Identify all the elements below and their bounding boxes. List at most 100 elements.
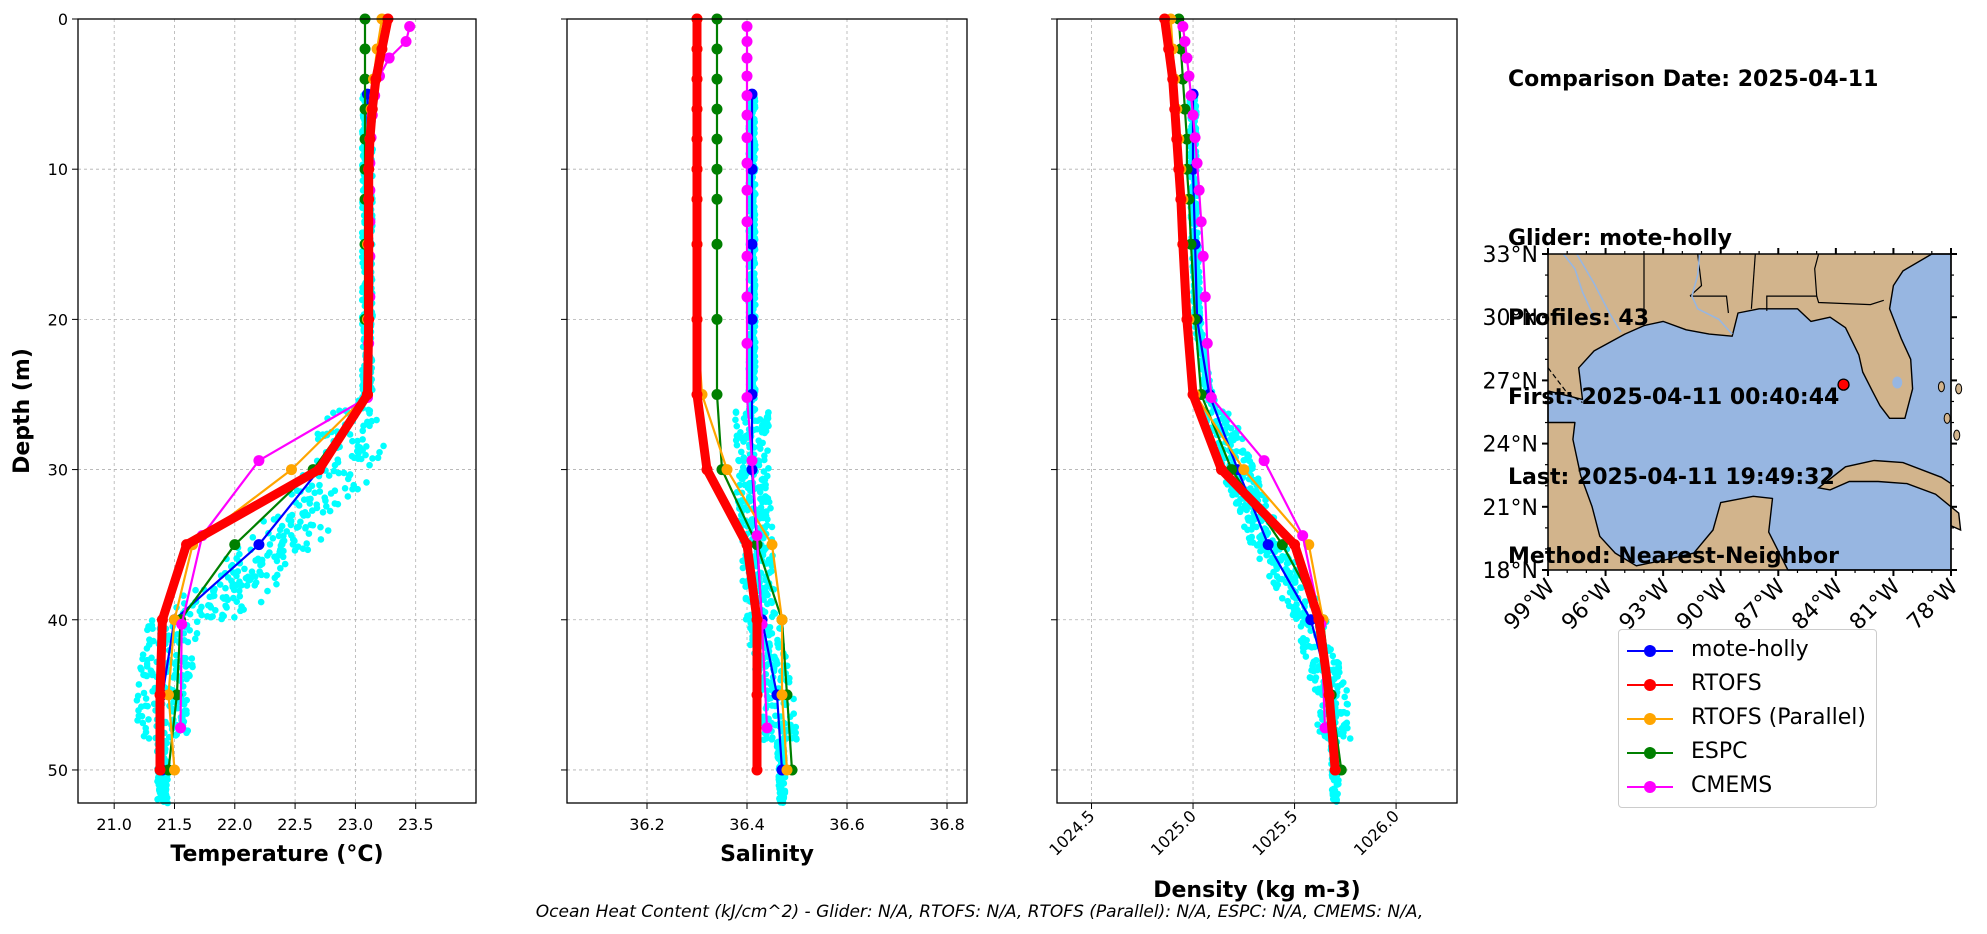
lat-label: 30°N xyxy=(1483,306,1538,331)
scatter-point xyxy=(193,630,201,637)
scatter-point xyxy=(257,561,264,569)
river xyxy=(1691,253,1733,335)
scatter-point xyxy=(739,564,747,572)
state-border xyxy=(1750,253,1756,309)
series-line-espc xyxy=(167,19,369,771)
scatter-point xyxy=(1341,720,1349,728)
scatter-point xyxy=(772,712,779,720)
data-point-rtofs xyxy=(691,238,703,250)
scatter-point xyxy=(180,700,188,708)
scatter-point xyxy=(1334,683,1341,690)
data-point-rtofs_parallel xyxy=(1238,464,1250,476)
data-point-cmems xyxy=(741,337,753,349)
data-point-cmems xyxy=(741,391,753,403)
data-point-cmems xyxy=(1195,216,1207,228)
scatter-point xyxy=(135,681,143,688)
data-point-cmems xyxy=(741,184,753,196)
scatter-point xyxy=(739,464,747,471)
data-point-rtofs xyxy=(1173,163,1185,175)
scatter-point xyxy=(354,437,361,445)
data-point-cmems xyxy=(383,52,395,64)
scatter-point xyxy=(149,687,156,695)
data-point-rtofs xyxy=(1323,689,1335,701)
scatter-point xyxy=(751,344,759,352)
scatter-point xyxy=(769,734,776,741)
scatter-point xyxy=(283,528,291,535)
scatter-point xyxy=(742,583,749,590)
scatter-point xyxy=(359,436,366,443)
scatter-point xyxy=(285,516,292,523)
island xyxy=(1955,383,1963,395)
scatter-point xyxy=(1333,781,1341,788)
scatter-point xyxy=(134,717,141,724)
y-tick-label: 20 xyxy=(48,310,68,329)
scatter-point xyxy=(270,516,278,523)
scatter-point xyxy=(294,543,302,550)
data-point-rtofs xyxy=(363,238,375,250)
scatter-point xyxy=(768,562,776,570)
scatter-point xyxy=(1248,533,1256,541)
scatter-point xyxy=(1241,501,1249,509)
scatter-point xyxy=(306,500,314,507)
data-point-rtofs xyxy=(366,103,378,115)
data-point-cmems xyxy=(741,291,753,303)
scatter-point xyxy=(322,503,330,510)
scatter-point xyxy=(1278,594,1286,602)
scatter-point xyxy=(143,660,151,668)
data-point-rtofs xyxy=(1167,73,1179,85)
scatter-point xyxy=(768,599,776,607)
scatter-point xyxy=(1233,448,1240,455)
scatter-point xyxy=(238,603,245,610)
scatter-point xyxy=(138,703,145,710)
data-point-rtofs xyxy=(1169,103,1181,115)
scatter-point xyxy=(325,472,333,479)
data-point-rtofs xyxy=(370,73,382,85)
series-rtofs xyxy=(691,13,763,776)
scatter-point xyxy=(222,584,229,592)
x-tick-label: 21.5 xyxy=(157,815,193,834)
legend-marker xyxy=(1644,713,1656,725)
island xyxy=(1953,429,1961,441)
scatter-point xyxy=(348,452,356,460)
data-point-cmems xyxy=(751,530,763,542)
x-tick-label: 23.5 xyxy=(398,815,434,834)
scatter-point xyxy=(193,618,201,626)
scatter-point xyxy=(269,534,277,542)
scatter-point xyxy=(742,616,750,623)
scatter-point xyxy=(1291,577,1299,585)
data-point-espc xyxy=(711,238,723,250)
data-point-rtofs xyxy=(1163,43,1175,55)
scatter-point xyxy=(288,511,296,519)
scatter-point xyxy=(733,432,741,440)
scatter-point xyxy=(374,454,382,462)
data-point-rtofs xyxy=(363,163,375,175)
scatter-point xyxy=(317,536,325,543)
scatter-point xyxy=(760,713,767,721)
scatter-point xyxy=(1341,693,1348,701)
scatter-point xyxy=(745,493,753,501)
scatter-point xyxy=(768,702,776,709)
comparison-info: Comparison Date: 2025-04-11 Glider: mote… xyxy=(1508,14,1878,597)
scatter-point xyxy=(773,740,781,748)
scatter-point xyxy=(142,695,150,702)
scatter-point xyxy=(1297,623,1305,630)
scatter-point xyxy=(349,437,356,445)
data-point-espc xyxy=(229,539,241,551)
data-point-cmems xyxy=(741,36,753,48)
data-point-cmems xyxy=(741,216,753,228)
scatter-point xyxy=(756,416,764,423)
scatter-point xyxy=(1301,598,1309,605)
scatter-point xyxy=(319,508,327,516)
data-point-rtofs xyxy=(361,388,373,400)
data-point-rtofs xyxy=(363,193,375,205)
scatter-point xyxy=(169,674,177,681)
scatter-point xyxy=(1231,430,1238,437)
data-point-rtofs xyxy=(691,163,703,175)
data-point-cmems xyxy=(253,455,265,467)
scatter-point xyxy=(369,455,376,462)
scatter-point xyxy=(1297,584,1305,592)
scatter-point xyxy=(252,573,259,580)
map-frame xyxy=(1547,253,1952,571)
scatter-point xyxy=(295,502,303,509)
series-line-cmems xyxy=(179,26,411,728)
